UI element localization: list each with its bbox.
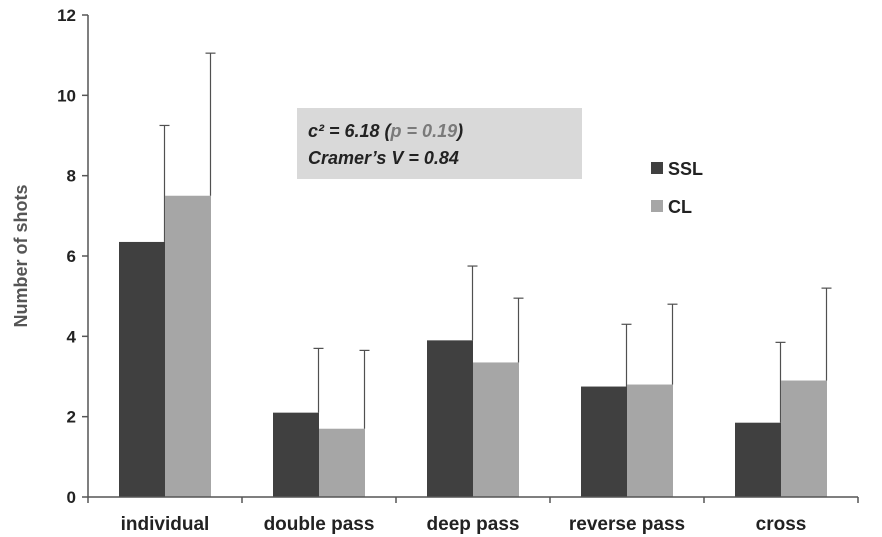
bar-ssl-reverse-pass [581, 386, 627, 497]
bar-cl-individual [165, 195, 211, 497]
y-axis-title: Number of shots [11, 184, 31, 327]
y-tick-label: 10 [57, 86, 76, 105]
y-tick-label: 0 [67, 488, 76, 507]
stats-close-paren: ) [455, 121, 463, 141]
bar-ssl-deep-pass [427, 340, 473, 497]
x-tick-label: individual [121, 514, 210, 535]
legend-label-cl: CL [668, 197, 692, 217]
y-tick-label: 4 [67, 327, 77, 346]
x-tick-label: deep pass [427, 514, 520, 535]
bar-ssl-cross [735, 422, 781, 497]
bar-cl-deep-pass [473, 362, 519, 497]
legend-swatch-cl [651, 200, 663, 212]
stats-box [297, 108, 582, 179]
x-tick-label: reverse pass [569, 514, 685, 535]
y-tick-label: 2 [67, 408, 76, 427]
x-tick-label: cross [756, 514, 807, 535]
bar-ssl-double-pass [273, 412, 319, 497]
legend-swatch-ssl [651, 162, 663, 174]
axes-layer: individual double pass deep pass reverse pa… [57, 6, 859, 535]
bar-ssl-individual [119, 241, 165, 497]
x-tick-label: double pass [264, 514, 375, 535]
bars-layer [119, 52, 832, 497]
y-tick-label: 12 [57, 6, 76, 25]
bar-cl-reverse-pass [627, 384, 673, 497]
y-tick-label: 8 [67, 167, 76, 186]
bar-cl-double-pass [319, 428, 365, 497]
stats-p-value: p = 0.19 [390, 121, 458, 141]
bar-cl-cross [781, 380, 827, 497]
y-tick-label: 6 [67, 247, 76, 266]
legend-label-ssl: SSL [668, 159, 703, 179]
stats-line-1: c² = 6.18 (p = 0.19) [308, 121, 463, 141]
legend: SSL CL [651, 159, 703, 217]
stats-line-2: Cramer’s V = 0.84 [308, 148, 459, 168]
stats-chi-square: c² = 6.18 ( [308, 121, 393, 141]
